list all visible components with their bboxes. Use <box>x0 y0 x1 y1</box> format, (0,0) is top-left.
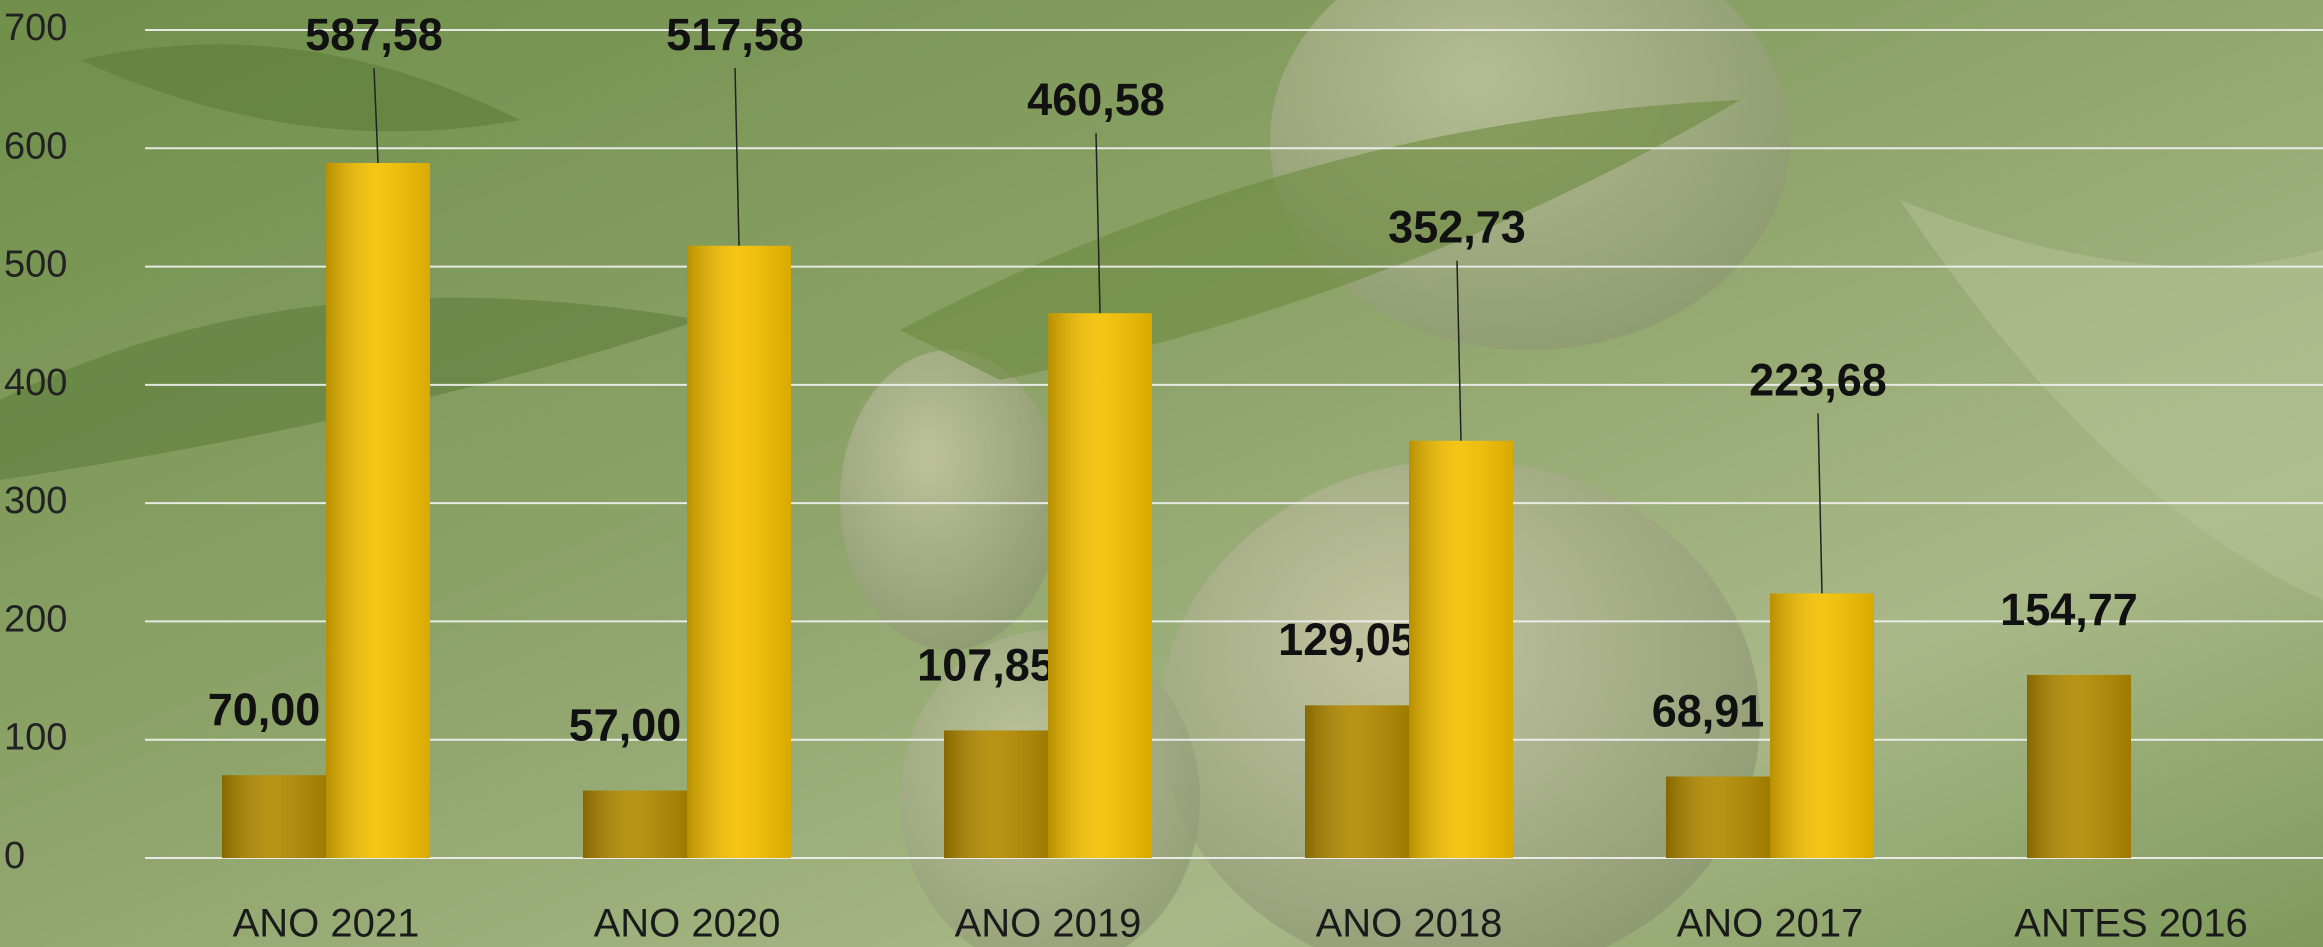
value-label: 517,58 <box>666 9 804 60</box>
bar-shade <box>326 163 430 858</box>
y-tick-label: 100 <box>4 717 67 759</box>
chart: 0 100 200 300 400 500 600 700 ANO 2021 ANO 2020 AN… <box>0 0 2323 947</box>
y-tick-label: 700 <box>4 7 67 49</box>
value-label: 460,58 <box>1027 74 1165 125</box>
value-label: 107,85 <box>917 639 1055 690</box>
value-label: 57,00 <box>569 699 682 750</box>
value-label: 352,73 <box>1388 202 1526 253</box>
value-label: 223,68 <box>1749 354 1887 405</box>
bar-shade <box>222 775 326 858</box>
bar-shade <box>2027 675 2131 858</box>
y-tick-label: 0 <box>4 835 25 877</box>
value-label: 587,58 <box>305 9 443 60</box>
x-tick-label: ANO 2019 <box>955 902 1142 946</box>
y-tick-label: 500 <box>4 244 67 286</box>
value-label: 70,00 <box>208 684 321 735</box>
x-tick-label: ANO 2020 <box>594 902 781 946</box>
value-label: 129,05 <box>1278 614 1416 665</box>
value-label: 68,91 <box>1652 685 1765 736</box>
bar-shade <box>944 730 1048 858</box>
x-tick-label: ANO 2018 <box>1316 902 1503 946</box>
bar-shade <box>1770 593 1874 858</box>
bar-shade <box>1305 705 1409 858</box>
x-tick-label: ANO 2017 <box>1677 902 1864 946</box>
x-tick-label: ANO 2021 <box>233 902 420 946</box>
bar-shade <box>1409 441 1513 858</box>
bar-shade <box>583 791 687 858</box>
y-tick-label: 600 <box>4 125 67 167</box>
y-tick-label: 200 <box>4 598 67 640</box>
x-tick-label: ANTES 2016 <box>2014 902 2247 946</box>
y-tick-label: 300 <box>4 480 67 522</box>
bar-shade <box>687 246 791 858</box>
page: {"chart_data": {"type": "bar", "categori… <box>0 0 2323 947</box>
bar-shade <box>1666 776 1770 858</box>
value-label: 154,77 <box>2000 584 2138 635</box>
y-tick-label: 400 <box>4 362 67 404</box>
bar-shade <box>1048 313 1152 858</box>
